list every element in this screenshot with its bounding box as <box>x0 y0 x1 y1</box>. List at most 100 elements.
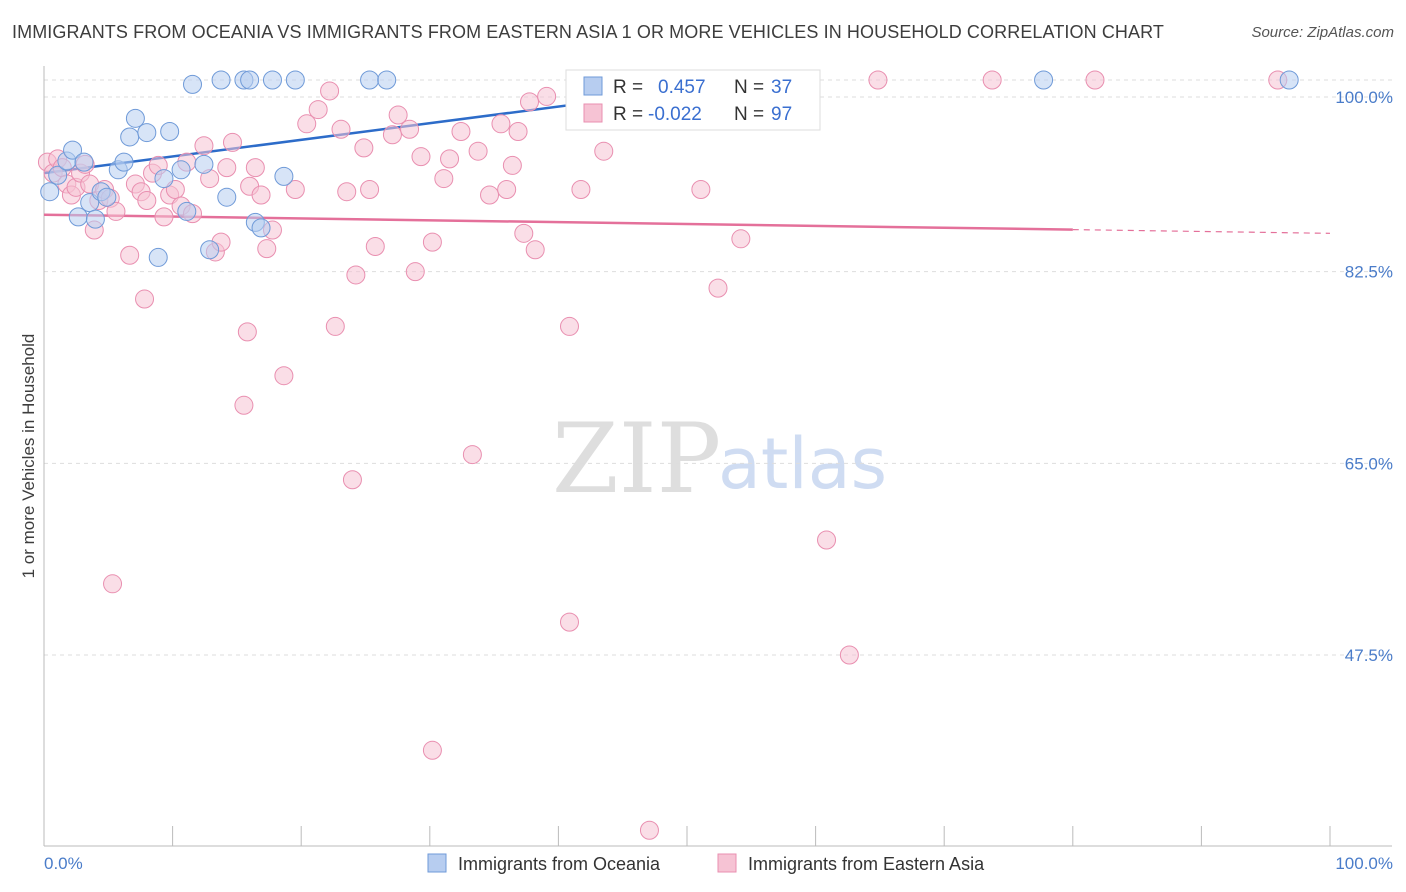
eastern-asia-point <box>440 149 460 169</box>
eastern-asia-point <box>154 207 174 227</box>
eastern-asia-point <box>731 229 751 249</box>
oceania-point <box>114 152 134 172</box>
eastern-asia-point <box>594 141 614 161</box>
tick-labels: 47.5% 65.0% 82.5% 100.0% 0.0% 100.0% <box>44 88 1393 873</box>
eastern-asia-point <box>120 245 140 265</box>
eastern-asia-point <box>308 100 328 120</box>
eastern-asia-point <box>559 612 579 632</box>
eastern-asia-point <box>639 820 659 840</box>
eastern-asia-point <box>297 114 317 134</box>
oceania-point <box>125 108 145 128</box>
eastern-asia-point <box>135 289 155 309</box>
legend-r-label: R = <box>613 77 643 98</box>
eastern-asia-point <box>405 262 425 282</box>
eastern-asia-point <box>337 182 357 202</box>
y-tick-label: 82.5% <box>1345 263 1393 282</box>
oceania-point <box>274 166 294 186</box>
eastern-asia-point <box>497 180 517 200</box>
oceania-point <box>137 123 157 143</box>
legend-n-value-oceania: 37 <box>771 77 792 98</box>
eastern-asia-trendline-extension <box>1072 229 1331 234</box>
oceania-point <box>97 187 117 207</box>
eastern-asia-point <box>217 158 237 178</box>
oceania-point <box>262 70 282 90</box>
oceania-point <box>40 182 60 202</box>
eastern-asia-point <box>708 278 728 298</box>
chart-source: Source: ZipAtlas.com <box>1251 24 1394 41</box>
eastern-asia-point <box>462 445 482 465</box>
eastern-asia-point <box>514 223 534 243</box>
eastern-asia-point <box>691 180 711 200</box>
oceania-point <box>171 160 191 180</box>
x-tick-label: 0.0% <box>44 854 83 873</box>
eastern-asia-point <box>839 645 859 665</box>
oceania-point <box>251 218 271 238</box>
eastern-asia-point <box>251 185 271 205</box>
oceania-point <box>183 74 203 94</box>
bottom-legend-label-eastern-asia: Immigrants from Eastern Asia <box>748 854 985 874</box>
oceania-point <box>63 140 83 160</box>
x-tick-label: 100.0% <box>1335 854 1393 873</box>
legend-r-label: R = <box>613 104 643 125</box>
eastern-asia-point <box>325 316 345 336</box>
eastern-asia-point <box>360 180 380 200</box>
eastern-asia-point <box>868 70 888 90</box>
eastern-asia-point <box>106 201 126 221</box>
bottom-legend: Immigrants from Oceania Immigrants from … <box>427 853 985 874</box>
eastern-asia-point <box>274 366 294 386</box>
oceania-point <box>360 70 380 90</box>
eastern-asia-point <box>422 232 442 252</box>
y-tick-label: 47.5% <box>1345 646 1393 665</box>
eastern-asia-trendline <box>43 213 1073 231</box>
eastern-asia-point <box>422 740 442 760</box>
eastern-asia-point <box>982 70 1002 90</box>
legend-r-value-oceania: 0.457 <box>658 77 706 98</box>
eastern-asia-point <box>354 138 374 158</box>
eastern-asia-point <box>331 119 351 139</box>
eastern-asia-point <box>257 239 277 259</box>
bottom-legend-swatch-oceania <box>427 853 447 873</box>
oceania-point <box>217 187 237 207</box>
watermark-atlas: atlas <box>718 423 887 505</box>
oceania-point <box>200 240 220 260</box>
oceania-point <box>285 70 305 90</box>
watermark: ZIP atlas <box>552 403 887 515</box>
eastern-asia-point <box>365 236 385 256</box>
legend-frame <box>565 69 821 131</box>
bottom-legend-swatch-eastern-asia <box>717 853 737 873</box>
oceania-point <box>74 152 94 172</box>
oceania-point <box>148 247 168 267</box>
legend-n-label: N = <box>734 77 764 98</box>
eastern-asia-point <box>817 530 837 550</box>
oceania-point <box>154 169 174 189</box>
legend-n-label: N = <box>734 104 764 125</box>
eastern-asia-point <box>400 119 420 139</box>
eastern-asia-point <box>320 81 340 101</box>
y-tick-label: 65.0% <box>1345 454 1393 473</box>
eastern-asia-point <box>434 169 454 189</box>
eastern-asia-point <box>502 155 522 175</box>
oceania-point <box>48 165 68 185</box>
oceania-point <box>377 70 397 90</box>
legend-n-value-eastern-asia: 97 <box>771 104 792 125</box>
eastern-asia-point <box>285 180 305 200</box>
oceania-point <box>240 70 260 90</box>
eastern-asia-point <box>491 114 511 134</box>
oceania-point <box>120 127 140 147</box>
eastern-asia-point <box>388 105 408 125</box>
eastern-asia-point <box>508 121 528 141</box>
eastern-asia-points <box>37 70 1288 840</box>
eastern-asia-point <box>525 240 545 260</box>
eastern-asia-point <box>382 125 402 145</box>
legend: R = 0.457 N = 37 R = -0.022 N = 97 <box>565 69 821 131</box>
eastern-asia-point <box>559 316 579 336</box>
eastern-asia-point <box>237 322 257 342</box>
legend-swatch-oceania <box>583 76 603 96</box>
eastern-asia-point <box>137 190 157 210</box>
eastern-asia-point <box>520 92 540 112</box>
eastern-asia-point <box>194 136 214 156</box>
y-axis-label: 1 or more Vehicles in Household <box>19 334 38 579</box>
bottom-legend-label-oceania: Immigrants from Oceania <box>458 854 661 874</box>
eastern-asia-point <box>537 86 557 106</box>
